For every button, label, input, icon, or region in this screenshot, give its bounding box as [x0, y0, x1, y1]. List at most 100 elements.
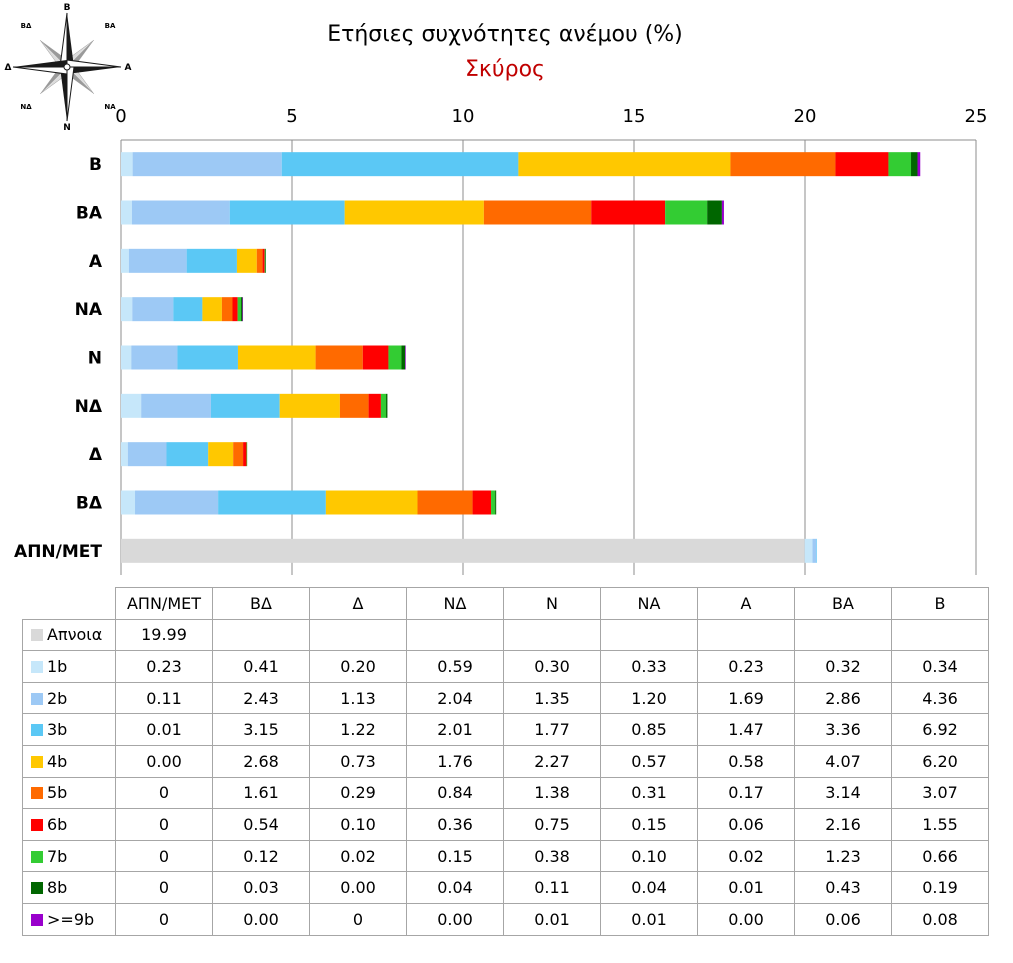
table-row: >=9b 0 0.00 0 0.00 0.01 0.01 0.00 0.06 0.08 [22, 902, 989, 936]
bar-segment [256, 248, 263, 273]
legend-label: 8b [47, 878, 68, 898]
compass-point-major [67, 13, 74, 67]
compass-label-e: Α [125, 63, 132, 73]
bar-segment [804, 538, 813, 563]
table-cell: 0.02 [697, 839, 795, 873]
data-table: ΑΠΝ/ΜΕΤ ΒΔ Δ ΝΔ Ν ΝΑ Α ΒΑ Β Απνοια 19.99 1b 0.23 0.41… [22, 587, 989, 936]
table-cell: 0.15 [600, 808, 698, 841]
table-cell: 2.43 [212, 681, 310, 715]
table-cell [503, 618, 601, 652]
legend-label: 5b [47, 783, 68, 803]
bar-segment [221, 297, 233, 322]
compass-label-w: Δ [5, 63, 12, 73]
x-tick-label: 20 [794, 106, 817, 127]
legend-entry: 2b [22, 681, 116, 715]
table-cell [600, 618, 698, 652]
table-cell: 1.23 [794, 839, 892, 873]
table-cell: 0.29 [309, 776, 407, 810]
bar-segment [388, 345, 402, 370]
table-cell: 1.38 [503, 776, 601, 810]
table-cell: 0.00 [115, 744, 213, 778]
bar-segment [131, 200, 230, 225]
table-cell: 0.33 [600, 650, 698, 683]
table-cell: 3.07 [891, 776, 989, 810]
bar-segment [242, 297, 244, 322]
bar-segment [417, 490, 473, 515]
table-cell: 0.75 [503, 808, 601, 841]
y-category-label: ΒΑ [76, 204, 103, 224]
table-cell: 0.04 [406, 871, 504, 904]
legend-label: Απνοια [47, 625, 103, 645]
bar-segment [730, 152, 836, 177]
table-cell: 0.15 [406, 839, 504, 873]
table-cell: 0.19 [891, 871, 989, 904]
legend-swatch [31, 818, 43, 831]
bar-segment [665, 200, 708, 225]
table-cell: 1.55 [891, 808, 989, 841]
table-cell: 0 [115, 871, 213, 904]
table-cell: 0.01 [115, 713, 213, 746]
chart-title: Ετήσιες συχνότητες ανέμου (%) [327, 22, 683, 47]
bar-segment [121, 297, 133, 322]
table-cell: 0.59 [406, 650, 504, 683]
bar-segment [518, 152, 731, 177]
table-header-cell: ΝΑ [600, 587, 698, 620]
table-row: 7b 0 0.12 0.02 0.15 0.38 0.10 0.02 1.23 0.66 [22, 839, 989, 873]
compass-rose-icon: Β ΒΑ Α ΝΑ Ν ΝΔ Δ ΒΔ [5, 3, 132, 133]
legend-entry: Απνοια [22, 618, 116, 652]
table-cell: 1.35 [503, 681, 601, 715]
table-cell: 2.16 [794, 808, 892, 841]
table-cell: 0.00 [309, 871, 407, 904]
bar-segment [917, 152, 921, 177]
bar-segment [121, 490, 136, 515]
table-cell: 0.02 [309, 839, 407, 873]
table-cell: 0.36 [406, 808, 504, 841]
table-cell: 0.41 [212, 650, 310, 683]
legend-entry: 6b [22, 808, 116, 841]
table-cell [212, 618, 310, 652]
table-cell: 0.11 [503, 871, 601, 904]
table-cell: 0.84 [406, 776, 504, 810]
bar-segment [186, 248, 237, 273]
table-cell: 0.31 [600, 776, 698, 810]
legend-entry: 8b [22, 871, 116, 904]
bar-segment [401, 345, 406, 370]
legend-label: 1b [47, 656, 68, 676]
table-cell: 3.36 [794, 713, 892, 746]
bar-segment [127, 442, 167, 467]
legend-swatch [31, 755, 43, 768]
table-cell: 3.14 [794, 776, 892, 810]
legend-entry: 5b [22, 776, 116, 810]
legend-label: 3b [47, 720, 68, 740]
legend-entry: 3b [22, 713, 116, 746]
legend-entry: 7b [22, 839, 116, 873]
table-cell: 1.20 [600, 681, 698, 715]
table-cell: 2.01 [406, 713, 504, 746]
bar-segment [232, 297, 238, 322]
x-tick-label: 15 [623, 106, 646, 127]
table-cell: 0.85 [600, 713, 698, 746]
legend-entry: >=9b [22, 902, 116, 936]
bar-segment [173, 297, 203, 322]
table-cell: 0.00 [406, 902, 504, 936]
legend-swatch [31, 787, 43, 800]
bar-segment [707, 200, 722, 225]
bar-segment [339, 393, 369, 418]
y-category-label: Δ [89, 445, 103, 465]
x-tick-label: 25 [965, 106, 988, 127]
compass-point-major [13, 60, 67, 67]
table-cell: 6.20 [891, 744, 989, 778]
table-cell: 1.47 [697, 713, 795, 746]
legend-label: 7b [47, 846, 68, 866]
table-cell: 2.27 [503, 744, 601, 778]
y-category-label: ΝΑ [75, 300, 103, 320]
bar-segment [265, 248, 266, 273]
table-header-cell: Δ [309, 587, 407, 620]
bar-segment [315, 345, 363, 370]
legend-label: >=9b [47, 909, 95, 929]
compass-point-major [60, 67, 67, 121]
table-cell: 1.76 [406, 744, 504, 778]
table-header-cell: Α [697, 587, 795, 620]
bar-segment [121, 442, 128, 467]
table-cell: 0.06 [697, 808, 795, 841]
